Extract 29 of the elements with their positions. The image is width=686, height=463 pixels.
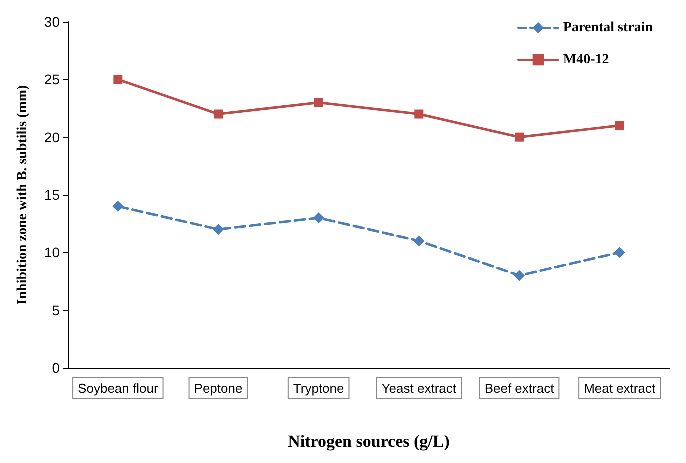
y-tick-label: 10 <box>44 244 60 261</box>
y-tick-label: 25 <box>44 72 60 88</box>
x-tick-label: Peptone <box>194 381 243 396</box>
point <box>112 201 124 212</box>
x-tick-label: Beef extract <box>484 381 555 396</box>
legend-label: M40-12 <box>563 52 610 68</box>
legend-label: Parental strain <box>563 20 654 36</box>
x-tick-label: Meat extract <box>584 381 656 396</box>
y-tick-label: 0 <box>52 360 60 376</box>
point <box>313 212 324 224</box>
point <box>515 132 524 142</box>
x-tick-label: Yeast extract <box>382 381 457 396</box>
point <box>414 110 424 119</box>
point <box>214 110 223 119</box>
x-axis-title: Nitrogen sources (g/L) <box>288 432 450 451</box>
x-tick-label: Tryptone <box>293 381 344 396</box>
y-tick-label: 5 <box>52 302 60 318</box>
point <box>614 247 626 258</box>
y-axis-title: Inhibition zone with B. subtilis (mm) <box>16 84 30 305</box>
x-tick-label: Soybean flour <box>78 381 159 396</box>
y-tick-label: 20 <box>44 129 60 146</box>
point <box>514 270 525 282</box>
point <box>314 98 324 108</box>
point <box>114 75 123 84</box>
point <box>414 236 425 247</box>
point <box>615 121 624 130</box>
point <box>213 224 224 236</box>
y-tick-label: 15 <box>44 187 60 203</box>
y-tick-label: 30 <box>44 14 60 30</box>
